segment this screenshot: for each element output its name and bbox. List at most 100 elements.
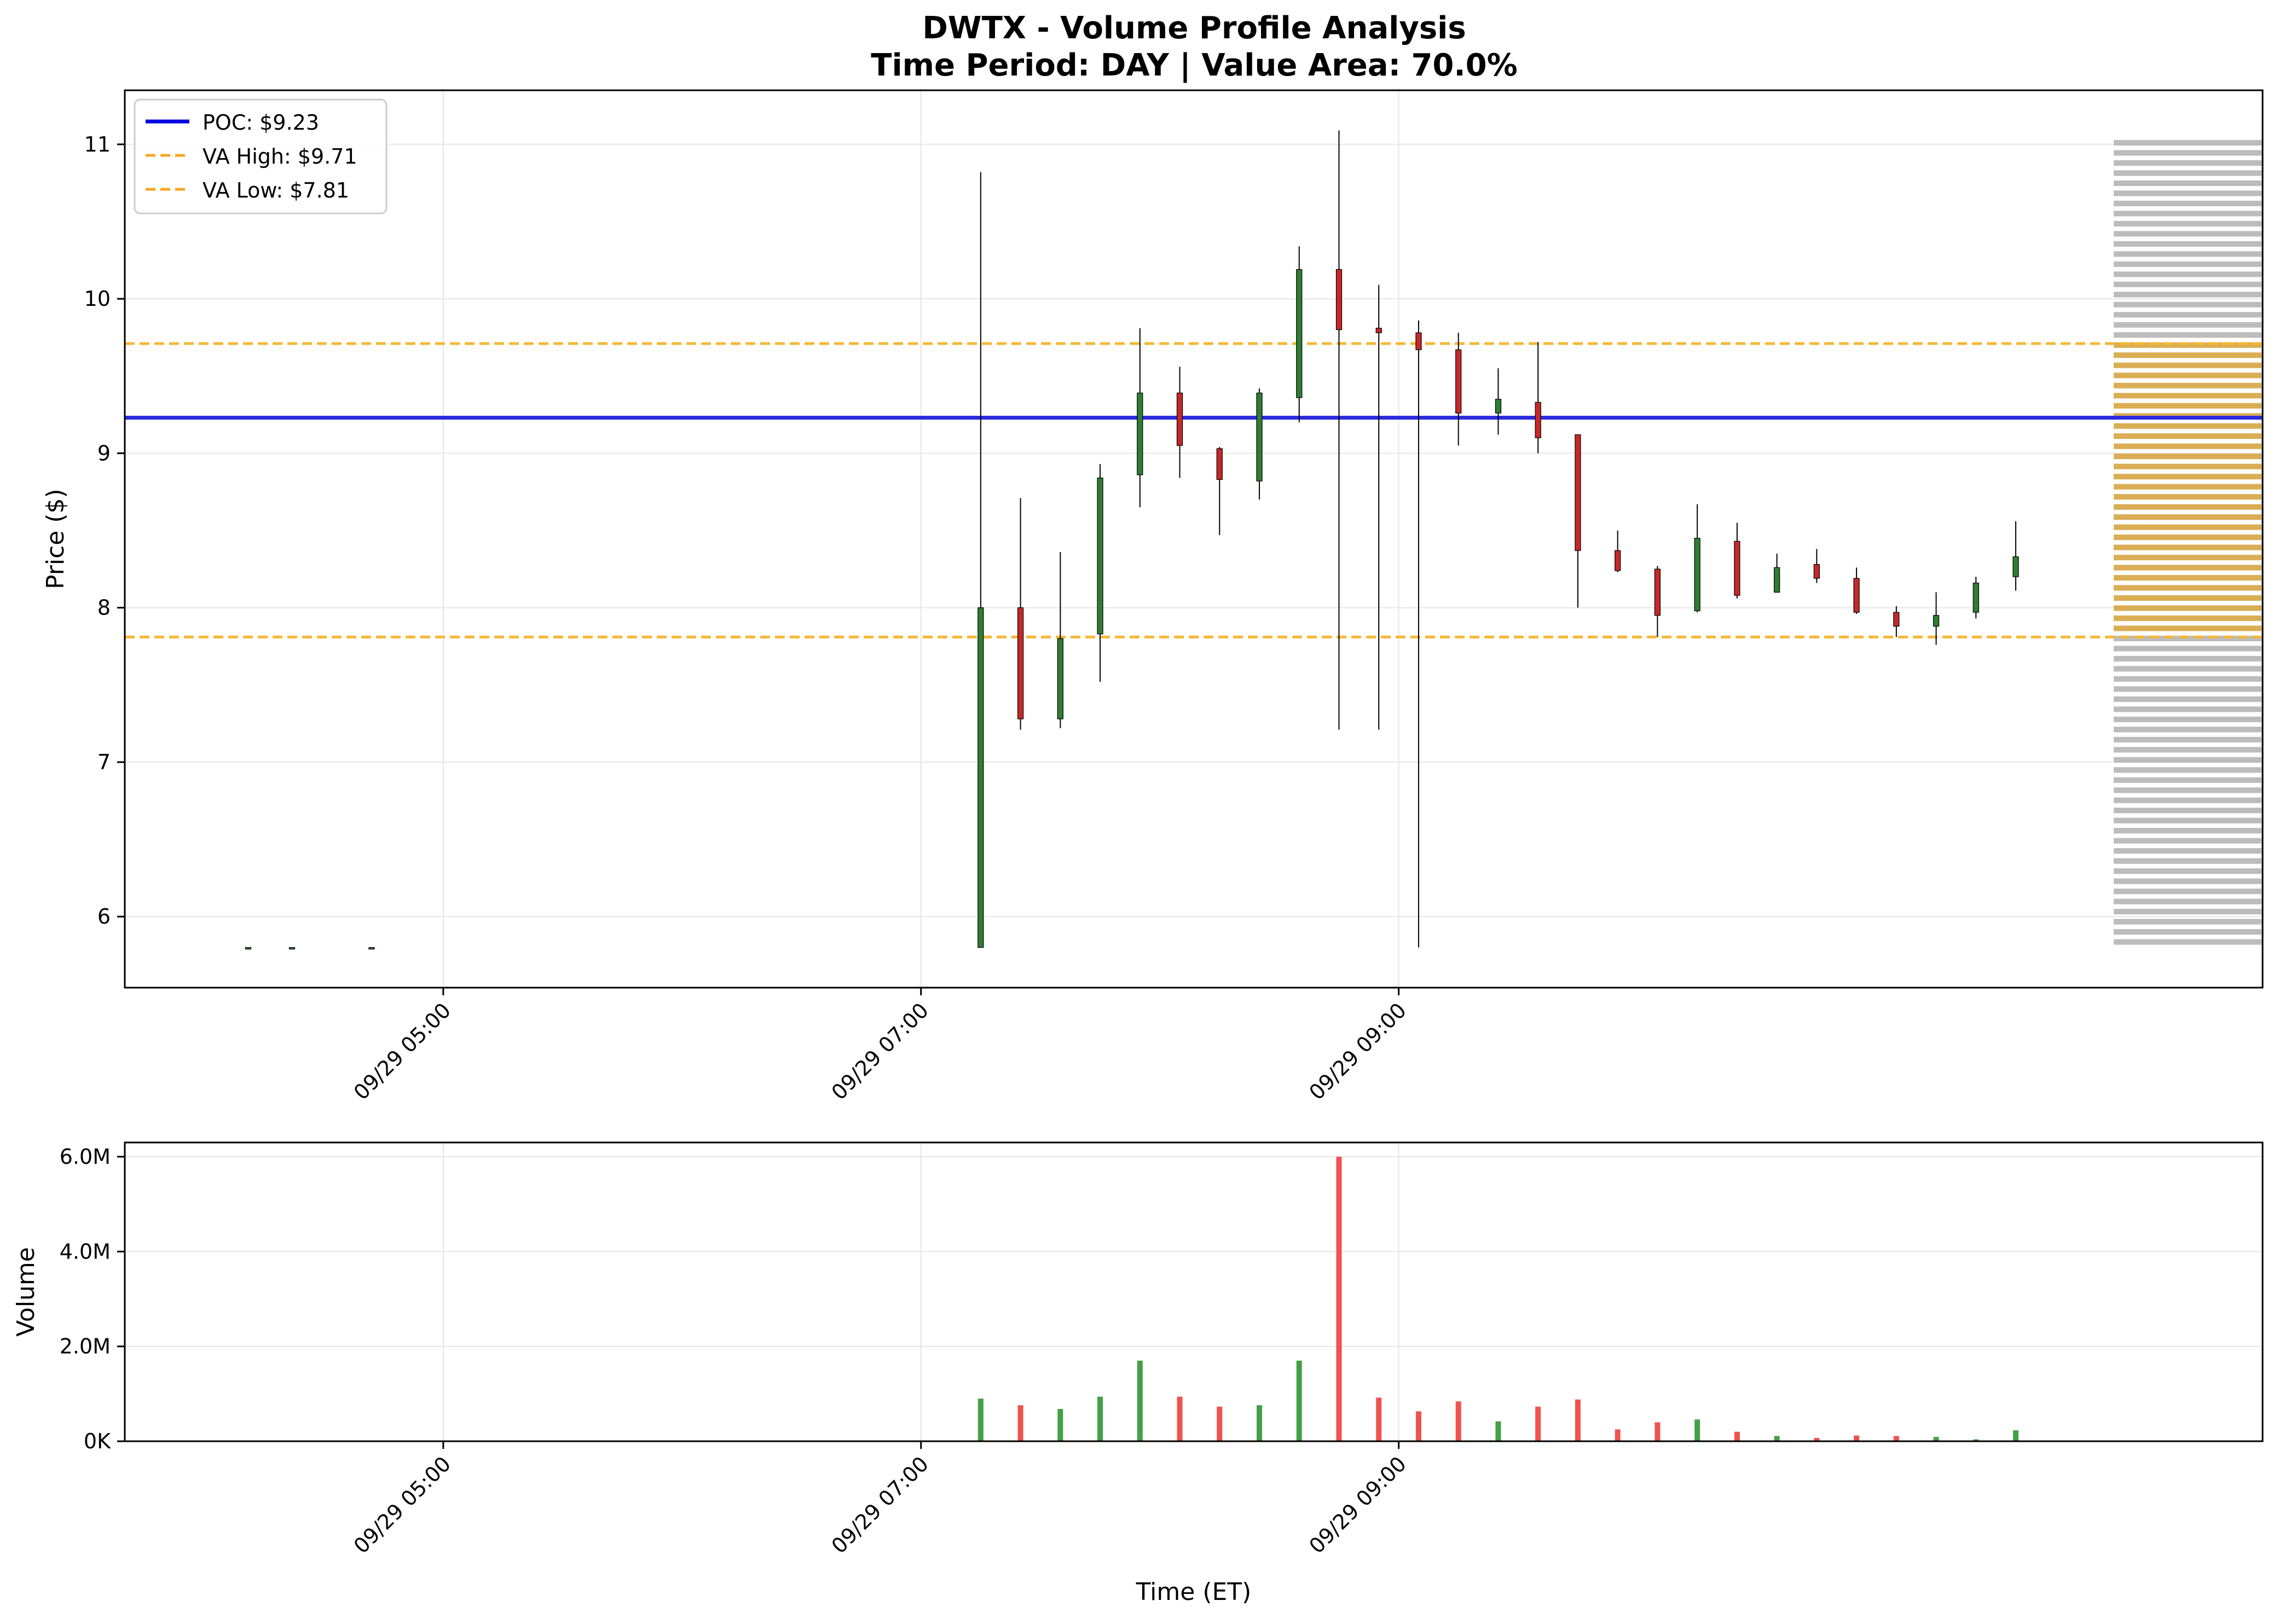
volume-profile-bin-value-area <box>2114 504 2261 510</box>
price-y-ticks: 6 7 8 9 10 11 <box>84 132 125 929</box>
volume-profile-bin-value-area <box>2114 443 2261 449</box>
candle-body-up <box>2012 556 2019 577</box>
candle-body-down <box>1017 607 1024 720</box>
price-y-tick-label: 8 <box>97 596 111 620</box>
volume-profile-bin <box>2114 898 2261 904</box>
legend-label-va-high: VA High: $9.71 <box>203 144 357 169</box>
candle-body-up <box>1694 537 1700 611</box>
chart-title: DWTX - Volume Profile Analysis <box>922 10 1466 46</box>
candle <box>1216 447 1223 535</box>
candle-body-down <box>1176 392 1183 446</box>
candle <box>1694 504 1700 613</box>
candle-body-down <box>1893 612 1900 627</box>
volume-bar-up <box>1774 1436 1780 1441</box>
price-y-tick-label: 10 <box>84 287 111 311</box>
volume-bar-up <box>1057 1409 1063 1441</box>
volume-profile-bin-value-area <box>2114 473 2261 480</box>
volume-profile-bin <box>2114 736 2261 743</box>
volume-profile-bin-value-area <box>2114 382 2261 388</box>
volume-profile-bin <box>2114 140 2261 146</box>
candle-body-up <box>1973 582 1979 613</box>
volume-bars <box>977 1157 2019 1441</box>
volume-profile-bin-value-area <box>2114 544 2261 550</box>
volume-profile-bin <box>2114 666 2261 672</box>
price-y-tick-label: 7 <box>97 750 111 774</box>
candle <box>1375 285 1382 730</box>
candle <box>1535 342 1541 454</box>
volume-profile-bin <box>2114 858 2261 864</box>
volume-profile-bin <box>2114 919 2261 925</box>
volume-profile-bin <box>2114 281 2261 287</box>
volume-profile-bin <box>2114 211 2261 217</box>
candle <box>1734 523 1740 599</box>
volume-y-tick-label: 6.0M <box>60 1145 111 1169</box>
candle-body-up <box>1933 615 1940 627</box>
volume-profile-bin <box>2114 221 2261 227</box>
volume-profile-bin-value-area <box>2114 484 2261 490</box>
candle <box>1575 434 1581 608</box>
candle-body-down <box>1734 541 1740 596</box>
volume-profile-bin-value-area <box>2114 524 2261 530</box>
candle-body-up <box>1057 638 1063 720</box>
candle-body-down <box>1853 578 1860 613</box>
volume-profile-bin <box>2114 808 2261 814</box>
volume-y-ticks: 0K 2.0M 4.0M 6.0M <box>60 1145 125 1453</box>
volume-profile-bin-value-area <box>2114 534 2261 541</box>
legend-label-va-low: VA Low: $7.81 <box>203 178 349 202</box>
candle-body-up <box>1495 398 1502 414</box>
volume-profile-bin <box>2114 332 2261 338</box>
volume-profile-bin <box>2114 706 2261 712</box>
volume-y-tick-label: 2.0M <box>60 1335 111 1359</box>
candle <box>1296 246 1303 422</box>
volume-panel-frame <box>124 1141 2264 1442</box>
candle-body-down <box>1615 550 1621 571</box>
volume-profile-bin <box>2114 868 2261 874</box>
volume-bar-down <box>1217 1406 1223 1441</box>
volume-profile-bin <box>2114 261 2261 267</box>
volume-bar-down <box>1893 1436 1899 1441</box>
candle <box>1853 567 1860 614</box>
volume-profile-bin-value-area <box>2114 352 2261 358</box>
volume-profile-bin <box>2114 676 2261 682</box>
level-lines <box>125 342 2263 639</box>
candle <box>1415 320 1422 948</box>
candle <box>977 172 984 948</box>
volume-bar-down <box>1376 1397 1382 1441</box>
volume-profile-bin-value-area <box>2114 362 2261 368</box>
volume-profile-bin <box>2114 251 2261 257</box>
volume-bar-up <box>1694 1419 1700 1441</box>
volume-bar-down <box>1415 1411 1421 1441</box>
volume-profile-bin <box>2114 797 2261 803</box>
volume-profile-bin <box>2114 241 2261 247</box>
volume-profile-bin <box>2114 170 2261 176</box>
volume-bar-down <box>1734 1431 1740 1441</box>
candle-body-up <box>1296 269 1303 398</box>
candle <box>288 947 296 950</box>
candle-body-up <box>1097 477 1103 635</box>
volume-profile-bin <box>2114 312 2261 318</box>
volume-bar-up <box>977 1399 984 1441</box>
volume-profile-bin <box>2114 767 2261 773</box>
candle <box>2012 521 2019 591</box>
volume-profile-bin <box>2114 908 2261 915</box>
candle-body-down <box>1216 448 1223 480</box>
volume-profile-bin <box>2114 889 2261 895</box>
candle-body-up <box>1256 392 1263 482</box>
volume-bar-down <box>1854 1435 1860 1441</box>
candle-body-down <box>1335 269 1343 330</box>
volume-profile-bin-value-area <box>2114 403 2261 409</box>
candle-body-down <box>1813 564 1820 579</box>
volume-profile-bin-value-area <box>2114 423 2261 429</box>
legend-box <box>134 98 387 214</box>
price-y-tick-label: 9 <box>97 441 111 465</box>
volume-bar-down <box>1017 1405 1023 1441</box>
volume-profile-bin <box>2114 190 2261 196</box>
volume-bar-down <box>1177 1396 1183 1441</box>
volume-bar-down <box>1814 1437 1820 1441</box>
volume-profile-bin-value-area <box>2114 393 2261 399</box>
price-gridlines <box>125 90 2263 988</box>
candle-body-up <box>1774 567 1780 593</box>
volume-profile-bin <box>2114 777 2261 783</box>
volume-profile-bin <box>2114 231 2261 237</box>
